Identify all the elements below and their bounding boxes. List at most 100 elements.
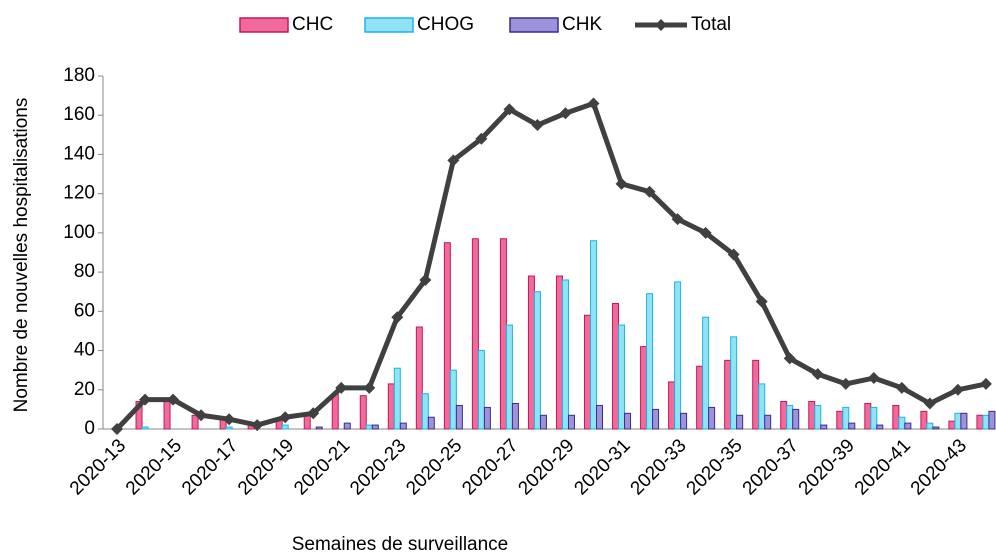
bar	[976, 414, 984, 430]
total-marker	[951, 383, 964, 396]
bar	[948, 420, 956, 430]
x-tick-label: 2020-29	[514, 435, 578, 499]
bar	[764, 414, 772, 430]
legend-swatch	[364, 17, 414, 33]
bar	[533, 291, 541, 430]
bar	[163, 399, 171, 430]
bar	[848, 422, 856, 430]
bar	[499, 238, 507, 430]
bar	[618, 324, 626, 430]
total-marker	[279, 411, 292, 424]
total-marker	[531, 119, 544, 132]
bar	[668, 381, 676, 430]
bar	[730, 336, 738, 430]
y-tick-label: 20	[74, 379, 95, 400]
bar	[702, 316, 710, 430]
bar	[539, 414, 547, 430]
y-tick-label: 120	[63, 183, 95, 204]
y-tick-label: 100	[63, 222, 95, 243]
y-axis-title: Nombre de nouvelles hospitalisations	[11, 98, 32, 413]
total-marker	[391, 311, 404, 324]
legend-swatch	[239, 17, 289, 33]
total-marker	[167, 393, 180, 406]
bar	[780, 401, 788, 430]
bar	[343, 422, 351, 430]
total-marker	[419, 273, 432, 286]
bar	[646, 293, 654, 430]
bar	[449, 369, 457, 430]
bar	[511, 403, 519, 430]
bar	[427, 416, 435, 430]
total-marker	[195, 409, 208, 422]
x-tick-label: 2020-39	[795, 435, 859, 499]
bar	[640, 346, 648, 430]
bar	[387, 383, 395, 430]
bar	[483, 406, 491, 430]
total-marker	[251, 419, 264, 432]
bar	[926, 422, 934, 430]
x-tick-label: 2020-35	[683, 435, 747, 499]
bar	[892, 404, 900, 430]
legend-swatch	[509, 17, 559, 33]
bar	[792, 408, 800, 430]
legend-label: CHC	[292, 14, 333, 35]
x-tick-label: 2020-37	[739, 435, 803, 499]
x-axis-title: Semaines de surveillance	[292, 534, 509, 555]
total-marker	[727, 248, 740, 261]
bar	[988, 410, 996, 430]
bar	[960, 412, 968, 430]
x-tick-label: 2020-15	[122, 435, 186, 499]
bar	[724, 359, 732, 430]
total-marker	[447, 154, 460, 167]
legend-label: Total	[691, 14, 731, 35]
bar	[596, 404, 604, 430]
y-tick-label: 80	[74, 261, 95, 282]
bar	[399, 422, 407, 430]
total-marker	[111, 423, 123, 435]
bar	[954, 412, 962, 430]
bar	[303, 414, 311, 430]
bar	[904, 422, 912, 430]
x-tick-label: 2020-31	[570, 435, 634, 499]
y-tick-label: 0	[84, 418, 95, 439]
total-marker	[615, 177, 628, 190]
x-tick-label: 2020-23	[346, 435, 410, 499]
bar	[696, 365, 704, 430]
total-marker	[783, 352, 796, 365]
total-marker	[979, 377, 992, 390]
bar	[814, 404, 822, 430]
bar	[820, 424, 828, 430]
total-marker	[923, 397, 936, 410]
total-marker	[223, 413, 236, 426]
bar	[752, 359, 760, 430]
total-marker	[643, 185, 656, 198]
bar	[477, 350, 485, 430]
y-tick-label: 40	[74, 340, 95, 361]
bar	[443, 242, 451, 430]
total-marker	[867, 372, 880, 385]
y-tick-label: 60	[74, 300, 95, 321]
legend-label: CHK	[562, 14, 602, 35]
bar	[135, 401, 143, 430]
bar	[584, 314, 592, 430]
total-marker	[503, 103, 516, 116]
bar	[225, 426, 233, 430]
bar	[920, 410, 928, 430]
total-marker	[811, 368, 824, 381]
bar	[359, 395, 367, 430]
total-marker	[839, 377, 852, 390]
bar	[836, 410, 844, 430]
bar	[708, 406, 716, 430]
bar	[315, 426, 323, 430]
bar	[505, 324, 513, 430]
bar	[758, 383, 766, 430]
bar	[786, 404, 794, 430]
total-marker	[363, 381, 376, 394]
bar	[932, 426, 940, 430]
x-tick-label: 2020-21	[290, 435, 354, 499]
total-marker	[559, 107, 572, 120]
total-marker	[671, 213, 684, 226]
bar	[141, 426, 149, 430]
bar	[527, 275, 535, 430]
